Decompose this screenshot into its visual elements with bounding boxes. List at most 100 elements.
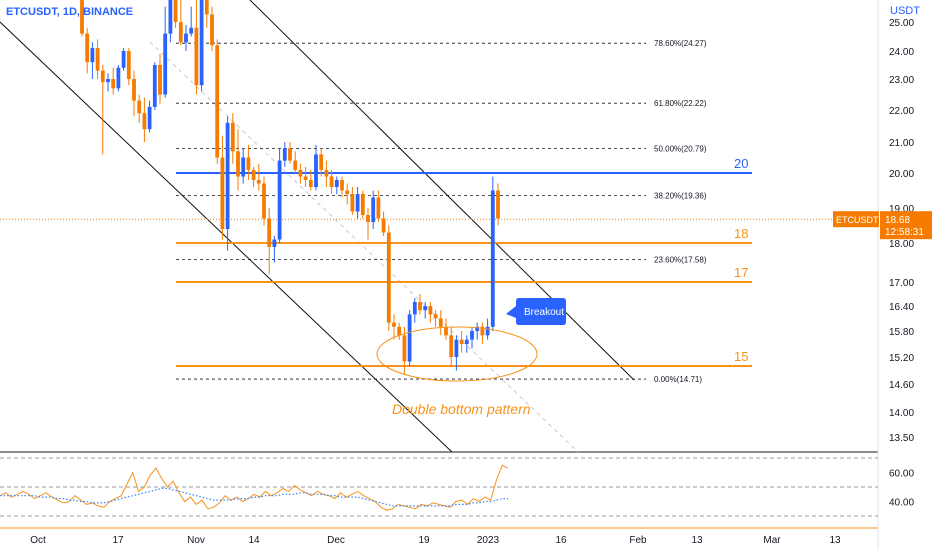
candle xyxy=(386,225,391,331)
candle-body xyxy=(184,33,188,43)
candle xyxy=(262,176,266,226)
price-tick: 16.40 xyxy=(889,302,914,313)
fib-label: 50.00%(20.79) xyxy=(654,145,707,154)
candle xyxy=(126,48,131,86)
candle-body xyxy=(397,326,402,336)
candle-body xyxy=(158,65,162,95)
candle xyxy=(314,145,318,191)
price-tick: 22.00 xyxy=(889,106,914,117)
candle xyxy=(376,190,381,222)
candle-body xyxy=(454,339,459,357)
candle xyxy=(236,129,240,191)
candle xyxy=(490,176,495,331)
candle-body xyxy=(152,65,157,107)
candle xyxy=(116,65,121,92)
channel-upper-line xyxy=(249,0,635,381)
candle-body xyxy=(100,70,105,83)
candle xyxy=(459,331,464,353)
candle xyxy=(371,190,376,229)
candle xyxy=(350,187,355,215)
candle-body xyxy=(272,239,277,247)
channel-lower-line xyxy=(0,21,453,453)
candle-body xyxy=(485,326,490,336)
candle-body xyxy=(204,0,209,15)
candle-body xyxy=(132,79,136,101)
candle xyxy=(454,335,459,371)
time-tick: 13 xyxy=(829,535,841,546)
candle-body xyxy=(350,194,355,212)
candle xyxy=(475,322,480,340)
price-tick: 23.00 xyxy=(889,75,914,86)
candle xyxy=(428,302,433,323)
candle-body xyxy=(168,0,173,34)
level-label: 18 xyxy=(734,226,748,241)
candle xyxy=(293,151,298,173)
candle-body xyxy=(137,100,142,114)
candle xyxy=(381,211,386,236)
time-tick: Mar xyxy=(763,535,781,546)
candle-body xyxy=(142,113,147,130)
candle-body xyxy=(444,326,448,336)
candle xyxy=(438,310,443,336)
candle-body xyxy=(423,306,428,311)
candle-body xyxy=(210,14,214,46)
time-tick: Oct xyxy=(30,535,46,546)
fib-label: 61.80%(22.22) xyxy=(654,99,707,108)
candle-body xyxy=(496,190,500,219)
level-label: 17 xyxy=(734,265,748,280)
price-tick: 19.00 xyxy=(889,204,914,215)
price-badge-symbol-bg xyxy=(833,211,879,228)
candle-body xyxy=(173,0,178,22)
candle-body xyxy=(303,176,308,180)
candle-body xyxy=(418,302,422,311)
candle xyxy=(194,0,199,95)
candle-body xyxy=(251,169,256,180)
candle xyxy=(142,97,147,142)
candle-body xyxy=(329,176,334,187)
candle xyxy=(402,326,407,375)
candle xyxy=(241,148,246,184)
time-tick: Feb xyxy=(629,535,647,546)
candle xyxy=(288,142,292,164)
rsi-tick: 40.00 xyxy=(889,498,914,509)
candle-body xyxy=(85,33,90,63)
price-badge-symbol: ETCUSDT xyxy=(836,215,879,225)
candle xyxy=(464,335,469,353)
candle-body xyxy=(355,194,360,212)
candle-body xyxy=(376,197,381,219)
price-tick: 18.00 xyxy=(889,239,914,250)
candle xyxy=(423,302,428,319)
candle-body xyxy=(293,160,298,170)
price-badge-price: 18.68 xyxy=(885,215,910,226)
rsi-line xyxy=(0,464,509,511)
price-badge-countdown: 12:58:31 xyxy=(885,227,924,238)
candle xyxy=(360,190,365,219)
time-tick: 19 xyxy=(418,535,430,546)
price-tick: 17.00 xyxy=(889,278,914,289)
candle xyxy=(152,62,157,110)
candle xyxy=(407,310,412,366)
candle xyxy=(345,183,350,205)
candle-body xyxy=(402,335,407,362)
candle xyxy=(173,0,178,28)
candle xyxy=(210,6,214,51)
candle-body xyxy=(366,215,370,222)
candle xyxy=(272,236,277,263)
candle-body xyxy=(319,154,324,170)
candle-body xyxy=(246,157,251,170)
candle-body xyxy=(480,326,485,336)
candle-body xyxy=(256,180,261,184)
candle xyxy=(85,27,90,74)
rsi-ma-line xyxy=(0,487,508,507)
candle xyxy=(444,318,448,340)
candle-body xyxy=(199,0,204,86)
candle-body xyxy=(194,27,199,86)
candle-body xyxy=(126,51,131,79)
candle-body xyxy=(308,180,313,187)
candle-body xyxy=(225,122,230,229)
candle xyxy=(95,39,100,79)
price-tick: 24.00 xyxy=(889,47,914,58)
pattern-annotation: Double bottom pattern xyxy=(392,401,531,417)
